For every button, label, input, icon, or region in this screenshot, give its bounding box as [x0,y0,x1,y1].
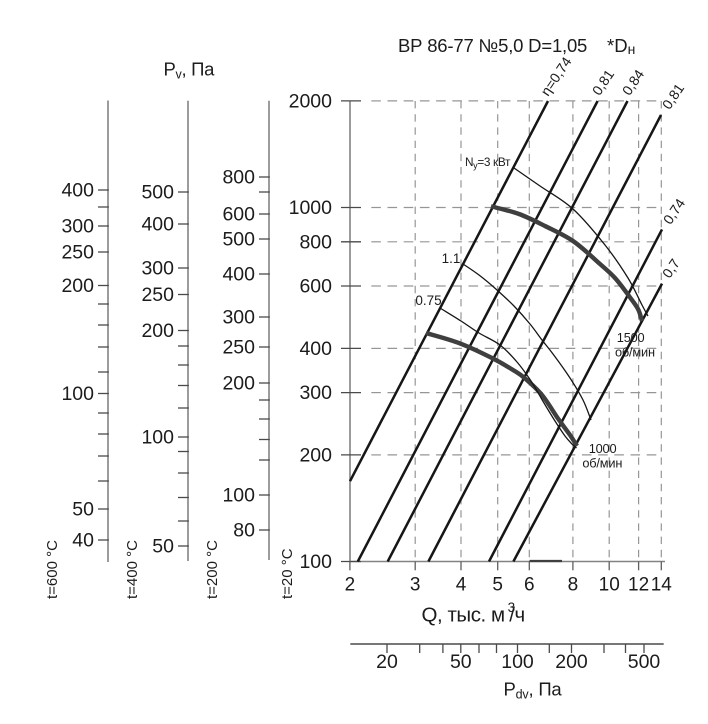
svg-text:200: 200 [222,373,255,395]
svg-text:500: 500 [141,182,174,204]
svg-text:2: 2 [345,575,356,596]
svg-text:3: 3 [410,575,421,596]
svg-text:1000: 1000 [289,197,333,219]
svg-text:300: 300 [222,307,255,329]
svg-text:100: 100 [299,551,332,573]
svg-text:об/мин: об/мин [582,455,622,470]
svg-text:300: 300 [61,216,94,238]
svg-text:1500: 1500 [617,330,645,345]
svg-text:200: 200 [61,275,94,297]
svg-text:80: 80 [233,520,255,542]
svg-text:50: 50 [72,499,94,521]
svg-text:200: 200 [555,651,588,673]
svg-text:250: 250 [222,337,255,359]
svg-text:50: 50 [152,536,174,558]
svg-text:Q, тыс. м3/ч: Q, тыс. м 3/ч [422,600,525,627]
svg-text:400: 400 [141,214,174,236]
svg-text:t=600 °C: t=600 °C [44,540,61,599]
svg-text:Nу=3 кВт: Nу=3 кВт [465,155,511,171]
svg-text:250: 250 [61,242,94,264]
svg-text:2000: 2000 [289,90,333,112]
svg-text:*Dн: *Dн [607,35,635,57]
svg-text:50: 50 [450,651,472,673]
svg-text:t=200 °C: t=200 °C [204,540,221,599]
svg-text:1000: 1000 [589,441,617,456]
svg-text:t=20 °C: t=20 °C [279,548,296,599]
svg-text:400: 400 [61,180,94,202]
svg-text:500: 500 [222,229,255,251]
svg-text:200: 200 [141,320,174,342]
svg-text:400: 400 [299,338,332,360]
svg-text:8: 8 [568,575,579,596]
svg-text:400: 400 [222,264,255,286]
svg-text:600: 600 [222,204,255,226]
svg-text:800: 800 [222,167,255,189]
svg-text:10: 10 [599,575,620,596]
svg-text:5: 5 [492,575,503,596]
svg-text:800: 800 [299,231,332,253]
svg-text:ВР 86-77 №5,0 D=1,05: ВР 86-77 №5,0 D=1,05 [398,35,587,56]
svg-text:t=400 °C: t=400 °C [124,540,141,599]
svg-text:200: 200 [299,444,332,466]
svg-text:300: 300 [141,258,174,280]
svg-text:1.1: 1.1 [442,251,461,266]
svg-text:6: 6 [524,575,535,596]
svg-text:500: 500 [628,651,661,673]
svg-text:100: 100 [501,651,534,673]
svg-text:600: 600 [299,276,332,298]
svg-text:об/мин: об/мин [615,345,655,360]
svg-text:300: 300 [299,382,332,404]
svg-text:40: 40 [72,530,94,552]
svg-text:100: 100 [61,383,94,405]
svg-text:Pv, Па: Pv, Па [164,59,216,82]
svg-text:4: 4 [456,575,467,596]
svg-text:250: 250 [141,284,174,306]
svg-text:100: 100 [222,485,255,507]
svg-text:0.75: 0.75 [415,293,441,308]
svg-text:14: 14 [651,575,673,596]
svg-text:Pdv, Па: Pdv, Па [504,679,563,702]
svg-text:20: 20 [376,651,398,673]
svg-text:12: 12 [628,575,649,596]
svg-text:100: 100 [141,427,174,449]
